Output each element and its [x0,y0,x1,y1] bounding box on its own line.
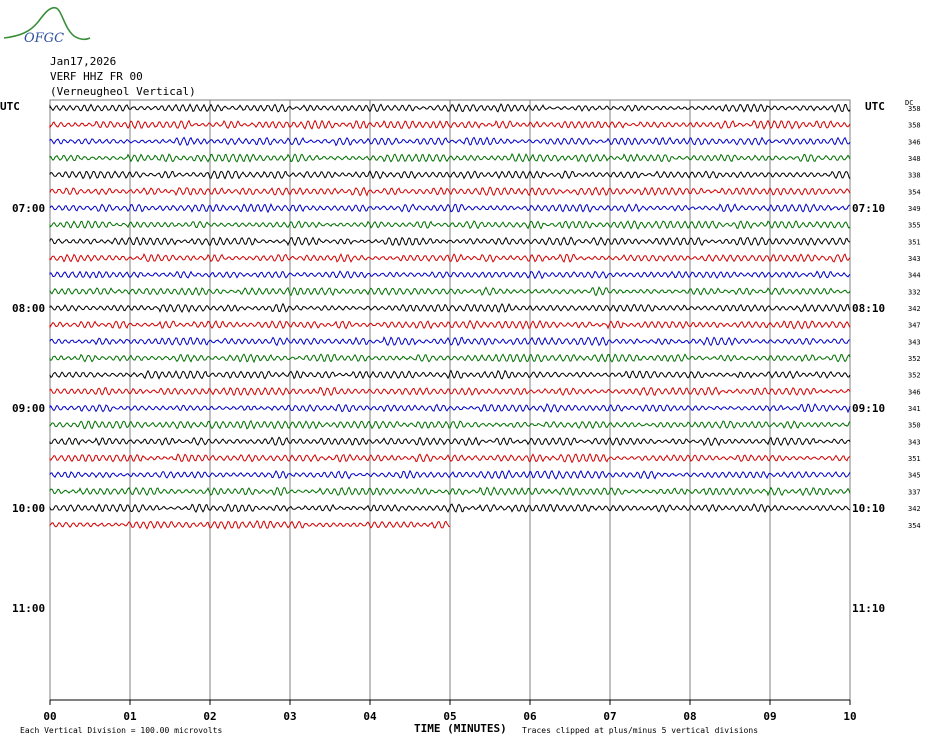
x-tick-label: 04 [363,710,377,723]
x-tick-label: 07 [603,710,616,723]
trace-line [49,386,851,397]
footer-vertical-division: Each Vertical Division = 100.00 microvol… [20,726,222,735]
x-tick-labels: 00 01 02 03 04 05 06 07 08 09 10 [43,700,857,723]
dc-offset-label: 358 [908,122,921,130]
right-time-labels: 07:10 08:10 09:10 10:10 11:10 [852,202,885,615]
dc-offset-label: 337 [908,488,921,496]
right-time-label: 09:10 [852,402,885,415]
dc-offset-label: 342 [908,505,921,513]
right-time-label: 10:10 [852,502,885,515]
trace-line [49,419,851,430]
trace-line [49,203,851,214]
trace-line [49,469,851,480]
left-time-label: 07:00 [12,202,45,215]
right-time-label: 07:10 [852,202,885,215]
seismic-traces [49,103,851,530]
trace-line [49,186,851,197]
trace-line [49,170,851,180]
dc-offset-label: 354 [908,522,921,530]
trace-line [49,436,851,447]
trace-line [49,270,851,280]
dc-offset-label: 352 [908,355,921,363]
x-tick-label: 01 [123,710,137,723]
dc-offset-label: 352 [908,372,921,380]
trace-line [49,136,851,147]
left-time-labels: 07:00 08:00 09:00 10:00 11:00 [12,202,45,615]
trace-line [49,486,851,497]
dc-offset-label: 346 [908,138,921,146]
dc-offset-label: 351 [908,455,921,463]
trace-line [49,319,851,330]
header-description: (Verneugheol Vertical) [50,85,196,98]
dc-offset-label: 350 [908,422,921,430]
logo-text: OFGC [24,31,64,46]
header-date: Jan17,2026 [50,55,116,68]
trace-line [49,152,851,163]
dc-offset-label: 343 [908,438,921,446]
x-tick-label: 08 [683,710,696,723]
dc-offset-label: 355 [908,222,921,230]
dc-offset-label: 341 [908,405,921,413]
dc-offset-label: 343 [908,338,921,346]
trace-line [49,253,851,263]
footer-clipping-note: Traces clipped at plus/minus 5 vertical … [522,726,758,735]
dc-offset-labels: 358 358 346 348 338 354 349 355 351 343 344 332 342 3… [908,105,921,530]
dc-offset-label: 332 [908,288,921,296]
trace-line [49,453,851,464]
trace-line [49,369,851,380]
trace-line [49,503,850,513]
x-tick-label: 03 [283,710,296,723]
left-time-label: 10:00 [12,502,45,515]
trace-line [49,302,851,314]
left-time-label: 09:00 [12,402,45,415]
dc-offset-label: 351 [908,238,921,246]
x-tick-label: 09 [763,710,776,723]
right-utc-label: UTC [865,100,885,113]
x-tick-label: 00 [43,710,56,723]
x-tick-label: 10 [843,710,856,723]
trace-line [49,286,851,297]
x-tick-label: 05 [443,710,456,723]
x-tick-label: 02 [203,710,216,723]
ofgc-logo: OFGC [3,6,91,46]
dc-offset-label: 343 [908,255,921,263]
left-time-label: 08:00 [12,302,45,315]
dc-offset-label: 344 [908,272,921,280]
right-time-label: 11:10 [852,602,885,615]
dc-offset-label: 348 [908,155,921,163]
dc-offset-label: 347 [908,322,921,330]
trace-line [49,336,851,347]
left-utc-label: UTC [0,100,20,113]
dc-offset-label: 342 [908,305,921,313]
trace-line [49,103,851,113]
trace-line [49,403,851,414]
right-time-label: 08:10 [852,302,885,315]
dc-offset-label: 338 [908,172,921,180]
dc-offset-label: 349 [908,205,921,213]
trace-line [49,220,851,230]
trace-line [49,520,451,530]
logo-mountain-curve [3,6,91,41]
trace-line [49,119,851,130]
dc-offset-label: 346 [908,388,921,396]
trace-line [49,236,851,247]
dc-offset-label: 354 [908,188,921,196]
left-time-label: 11:00 [12,602,45,615]
dc-offset-label: 345 [908,472,921,480]
header-station: VERF HHZ FR 00 [50,70,143,83]
dc-offset-label: 358 [908,105,921,113]
trace-line [49,353,851,364]
dc-header-label: DC [905,99,913,107]
x-axis-title: TIME (MINUTES) [414,722,507,735]
x-tick-label: 06 [523,710,537,723]
